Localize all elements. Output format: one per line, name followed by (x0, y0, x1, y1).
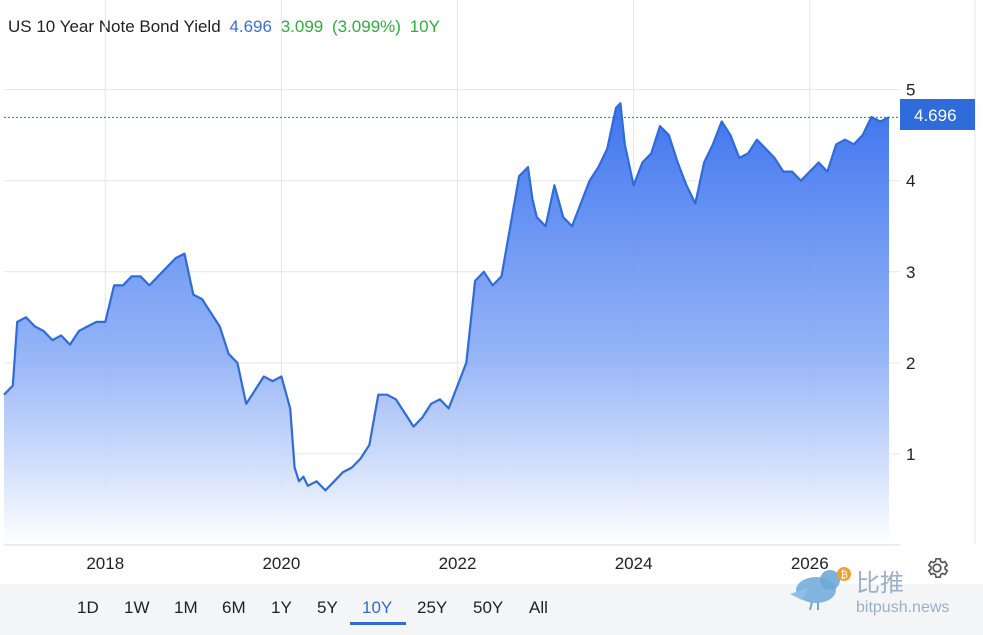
range-button-6m[interactable]: 6M (222, 598, 246, 617)
bird-logo-icon: ₿ (790, 567, 851, 611)
current-value-label: 4.696 (900, 99, 975, 130)
y-tick-label: 3 (906, 263, 915, 282)
watermark-text-en: bitpush.news (856, 599, 950, 616)
change-percent: (3.099%) (331, 17, 401, 36)
period-label: 10Y (409, 17, 440, 36)
x-axis-ticks: 2018 2020 2022 2024 2026 (86, 554, 828, 573)
chart-header: US 10 Year Note Bond Yield 4.696 3.099 (… (8, 17, 440, 37)
current-value-text: 4.696 (914, 106, 957, 125)
range-button-1y[interactable]: 1Y (271, 598, 292, 617)
last-value: 4.696 (229, 17, 272, 36)
x-tick-label: 2024 (615, 554, 653, 573)
x-tick-label: 2018 (86, 554, 124, 573)
x-tick-label: 2020 (262, 554, 300, 573)
watermark-logo: ₿ (786, 560, 976, 620)
svg-text:₿: ₿ (841, 569, 848, 581)
range-button-5y[interactable]: 5Y (317, 598, 338, 617)
y-tick-label: 5 (906, 81, 915, 100)
chart-title: US 10 Year Note Bond Yield (8, 17, 221, 36)
yield-line (3, 102, 890, 492)
range-button-1d[interactable]: 1D (77, 598, 99, 617)
y-axis-ticks: 1 2 3 4 5 (906, 81, 915, 464)
y-tick-label: 2 (906, 354, 915, 373)
range-button-10y[interactable]: 10Y (362, 598, 393, 617)
watermark-text-cn: 比推 (856, 569, 904, 597)
active-range-indicator (350, 622, 406, 625)
chart-area: 1 2 3 4 5 2018 2020 2022 2024 2026 4.696 (3, 0, 976, 573)
x-tick-label: 2026 (791, 554, 829, 573)
y-tick-label: 4 (906, 172, 915, 191)
change-value: 3.099 (280, 17, 324, 36)
range-button-50y[interactable]: 50Y (473, 598, 504, 617)
range-button-25y[interactable]: 25Y (417, 598, 448, 617)
settings-button[interactable] (924, 555, 950, 581)
x-tick-label: 2022 (439, 554, 477, 573)
range-button-all[interactable]: All (529, 598, 548, 617)
range-button-1m[interactable]: 1M (174, 598, 198, 617)
yield-area-fill (4, 103, 889, 546)
gear-icon (928, 557, 949, 579)
range-button-1w[interactable]: 1W (124, 598, 150, 617)
y-tick-label: 1 (906, 445, 915, 464)
